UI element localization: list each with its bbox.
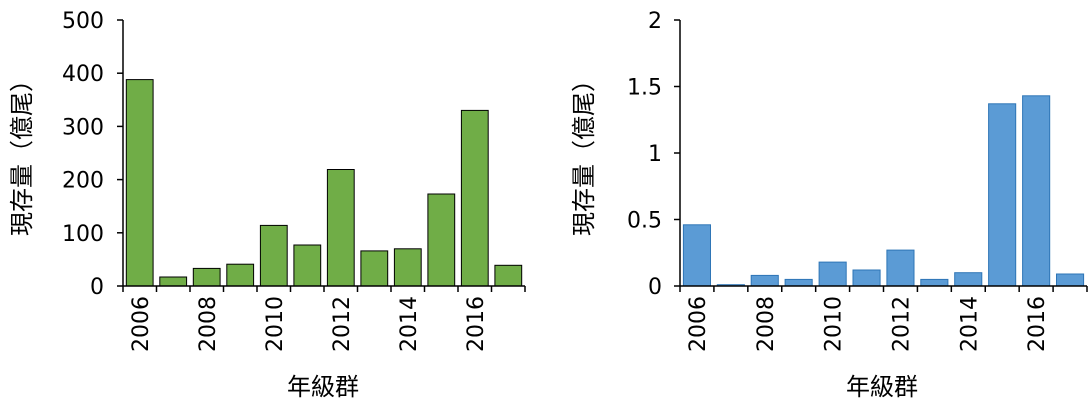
x-tick-label: 2006 xyxy=(686,296,711,352)
chart-left-biomass: 0 100 200 300 400 500 2006 2008 2010 2012 2014 2016… xyxy=(8,9,526,401)
x-tick-label: 2014 xyxy=(957,296,982,352)
y-tick-label: 300 xyxy=(62,115,104,140)
bar-2010 xyxy=(259,224,288,287)
bar-2015 xyxy=(988,103,1017,287)
bar-2016 xyxy=(460,109,489,287)
y-tick-label: 1.5 xyxy=(627,76,662,101)
y-tick-label: 500 xyxy=(62,9,104,34)
bar-2008 xyxy=(750,274,779,287)
y-tick-label: 0 xyxy=(90,275,104,300)
bar-2011 xyxy=(852,269,881,287)
y-tick-label: 0.5 xyxy=(627,209,662,234)
chart-right-biomass: 0 0.5 1 1.5 2 2006 2008 2010 2012 2014 2016 年級群 現存量（… xyxy=(570,9,1088,401)
x-tick-label: 2010 xyxy=(263,296,288,352)
y-axis-label: 現存量（億尾） xyxy=(570,68,598,236)
bar-2006 xyxy=(682,224,712,287)
bar-2015 xyxy=(427,193,456,287)
bar-2011 xyxy=(293,244,322,287)
x-tick-label: 2016 xyxy=(1025,296,1050,352)
y-tick-label: 100 xyxy=(62,222,104,247)
bar-2008 xyxy=(192,267,221,287)
bar-2012 xyxy=(326,169,355,287)
y-tick-label: 2 xyxy=(648,9,662,34)
bar-2012 xyxy=(886,249,915,287)
bar-2014 xyxy=(954,272,983,287)
y-tick-label: 1 xyxy=(648,142,662,167)
x-tick-label: 2016 xyxy=(464,296,489,352)
bar-2013 xyxy=(920,278,949,287)
x-tick-label: 2008 xyxy=(754,296,779,352)
bar-2006 xyxy=(125,79,154,287)
bar-2009 xyxy=(226,263,255,287)
bar-2007 xyxy=(159,276,188,287)
x-axis-label: 年級群 xyxy=(846,373,918,401)
bar-2013 xyxy=(360,250,389,287)
bar-2014 xyxy=(393,248,422,287)
x-tick-label: 2008 xyxy=(196,296,221,352)
bar-2016 xyxy=(1022,95,1051,287)
bar-2017 xyxy=(1056,273,1085,287)
y-tick-label: 200 xyxy=(62,169,104,194)
bar-2010 xyxy=(818,261,847,287)
x-tick-label: 2006 xyxy=(129,296,154,352)
x-axis-label: 年級群 xyxy=(287,373,359,401)
y-axis-label: 現存量（億尾） xyxy=(8,68,36,236)
y-tick-label: 400 xyxy=(62,62,104,87)
bar-2009 xyxy=(784,278,813,287)
bar-2017 xyxy=(494,264,523,287)
x-tick-label: 2012 xyxy=(890,296,915,352)
x-tick-label: 2010 xyxy=(822,296,847,352)
x-tick-label: 2012 xyxy=(330,296,355,352)
x-tick-label: 2014 xyxy=(397,296,422,352)
y-tick-label: 0 xyxy=(648,275,662,300)
